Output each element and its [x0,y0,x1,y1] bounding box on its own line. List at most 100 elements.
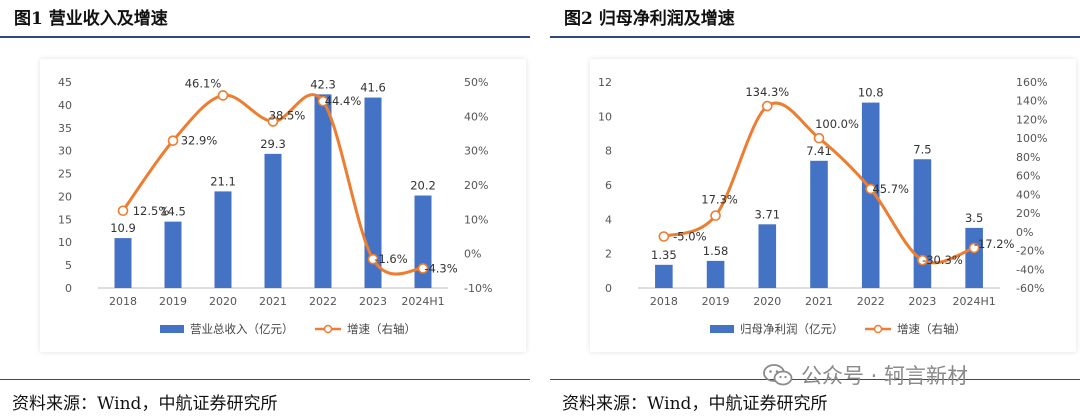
bar-value-label: 1.58 [703,244,729,258]
wechat-icon [763,364,793,386]
growth-value-label: 44.4% [325,94,362,108]
x-axis-tick-label: 2021 [259,295,287,308]
figure-2-source: 资料来源：Wind，中航证券研究所 [562,394,828,414]
growth-point [267,116,279,127]
left-axis-tick-label: 20 [58,190,72,203]
growth-value-label: 45.7% [872,182,909,196]
right-axis-tick-label: 10% [464,213,488,226]
bar-value-label: 14.5 [160,205,186,219]
bar-value-label: 7.41 [806,144,832,158]
right-axis-tick-label: 100% [1016,132,1047,145]
bar-value-label: 7.5 [913,142,931,156]
plot-group: 0 5 10 15 20 25 30 35 40 45 -10% 0% 10% 20% 30% 40% 50% 2… [58,76,492,336]
right-axis-tick-label: 30% [464,145,488,158]
left-axis-tick-label: 15 [58,213,72,226]
bar [810,160,828,288]
right-axis-tick-label: 50% [464,76,488,89]
growth-value-label: -5.0% [673,230,706,244]
figure-1-source: 资料来源：Wind，中航证券研究所 [12,394,278,414]
bar-value-label: 3.5 [965,211,983,225]
legend-line-marker [873,324,883,334]
growth-value-label: -4.3% [424,261,457,275]
x-axis-tick-label: 2023 [359,295,387,308]
bar-value-label: 41.6 [360,81,386,95]
x-axis-tick-label: 2019 [159,295,187,308]
growth-point [217,90,229,101]
growth-point [761,100,773,112]
bar-value-label: 10.8 [858,86,884,100]
bar [965,227,983,288]
figure-1-title: 图1 营业收入及增速 [14,9,168,29]
left-axis-tick-label: 2 [605,248,612,261]
bar [164,221,182,288]
bar-value-label: 29.3 [260,137,286,151]
legend-bar-label: 营业总收入（亿元） [190,322,294,336]
right-axis-tick-label: 40% [1016,188,1040,201]
source-rule [550,379,1080,380]
growth-value-label: -1.6% [374,252,407,266]
bar [264,153,282,288]
left-axis-tick-label: 35 [58,122,72,135]
x-axis-tick-label: 2024H1 [401,295,444,308]
growth-point [710,210,721,221]
right-axis-tick-label: 140% [1016,95,1047,108]
bar-value-label: 21.1 [210,174,236,188]
net-profit-chart: 0 2 4 6 8 10 12 -60% -40% -20% 0% 20% 40% 60% 80% 100% 1… [598,76,1047,336]
growth-point [167,135,179,147]
bar [758,224,777,288]
bar [655,264,673,288]
revenue-chart: 0 5 10 15 20 25 30 35 40 45 -10% 0% 10% 20% 30% 40% 50% 2… [58,76,492,336]
watermark-text: 公众号 · 轲言新材 [801,364,969,388]
growth-point [317,95,329,107]
growth-value-label: 32.9% [181,134,218,148]
right-axis-tick-label: 20% [464,179,488,192]
legend-bar-swatch [160,325,184,333]
growth-point [367,253,379,265]
right-axis-tick-label: 120% [1016,113,1047,126]
left-axis-tick-label: 4 [605,213,612,226]
growth-point [117,205,129,217]
figure-2-panel: 图2 归母净利润及增速 0 2 4 6 8 10 12 -60% -40% -20% 0% 20% 40… [550,0,1080,420]
bar [314,94,332,288]
growth-value-label: 100.0% [815,117,859,131]
left-axis-tick-label: 6 [605,179,612,192]
right-axis-tick-label: 80% [1016,151,1040,164]
left-axis-tick-label: 12 [598,76,612,89]
growth-point [658,231,670,242]
legend-bar-label: 归母净利润（亿元） [740,322,844,336]
growth-point [968,242,980,254]
left-axis-tick-label: 30 [58,145,72,158]
right-axis-tick-label: 0% [464,248,481,261]
growth-value-label: 38.5% [269,108,306,122]
left-axis-tick-label: 45 [58,76,72,89]
legend-line-label: 增速（右轴） [897,322,966,336]
bar-value-label: 20.2 [410,179,436,193]
x-axis-tick-label: 2019 [702,295,730,308]
figure-2-title: 图2 归母净利润及增速 [564,9,735,29]
right-axis-tick-label: -60% [1016,282,1044,295]
x-axis-tick-label: 2023 [908,295,936,308]
growth-value-label: 17.3% [701,193,738,207]
x-axis-tick-label: 2020 [209,295,237,308]
growth-point [865,183,877,195]
x-axis-tick-label: 2024H1 [953,295,996,308]
right-axis-tick-label: 40% [464,110,488,123]
title-rule [0,36,530,38]
legend-line-label: 增速（右轴） [347,322,416,336]
growth-value-label: -17.2% [974,237,1015,251]
left-axis-tick-label: 8 [605,145,612,158]
x-axis-tick-label: 2018 [650,295,678,308]
left-axis-tick-label: 5 [65,259,72,272]
figure-1-panel: 图1 营业收入及增速 0 5 10 15 20 25 30 35 40 45 -10% 0% 10% 20… [0,0,530,420]
growth-point [813,132,825,144]
x-axis-tick-label: 2018 [109,295,137,308]
source-rule [0,379,530,380]
x-axis-tick-label: 2020 [753,295,781,308]
chart-frame [590,59,1076,352]
bar [364,97,382,288]
left-axis-tick-label: 40 [58,99,72,112]
right-axis-tick-label: 60% [1016,170,1040,183]
growth-value-label: -30.3% [922,253,963,267]
bar [861,102,880,288]
left-axis-tick-label: 10 [58,236,72,249]
